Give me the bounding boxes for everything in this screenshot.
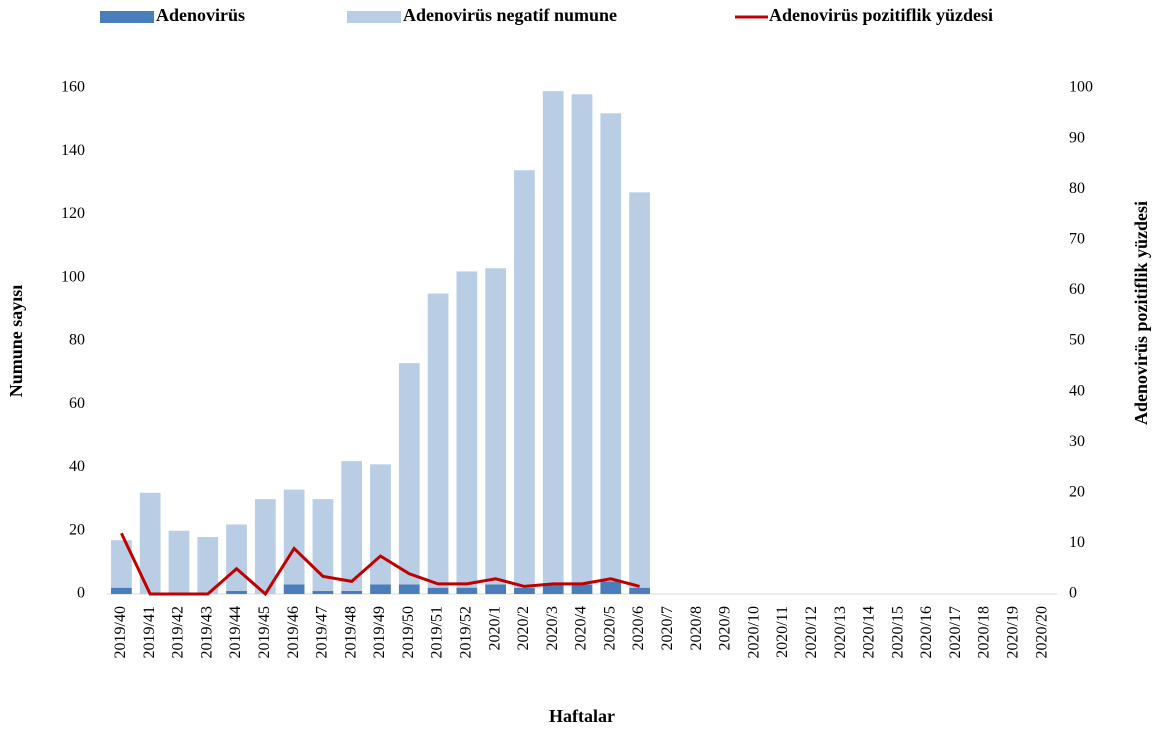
x-tick-label: 2020/9 xyxy=(717,606,734,650)
x-tick-label: 2020/5 xyxy=(601,606,618,650)
bar xyxy=(341,590,363,594)
y2-tick-label: 0 xyxy=(1069,585,1077,602)
x-tick-label: 2019/46 xyxy=(285,606,302,658)
x-tick-label: 2019/52 xyxy=(458,606,475,658)
bar xyxy=(427,293,449,588)
legend-label: Adenovirüs negatif numune xyxy=(403,5,617,25)
bar xyxy=(571,584,593,594)
bar xyxy=(514,170,535,588)
x-tick-label: 2020/11 xyxy=(774,606,791,658)
bar xyxy=(571,94,593,585)
x-tick-label: 2020/19 xyxy=(1004,606,1021,658)
x-tick-label: 2019/48 xyxy=(342,606,359,658)
x-tick-label: 2020/16 xyxy=(918,606,935,658)
x-tick-label: 2019/49 xyxy=(371,606,388,658)
bar xyxy=(254,499,276,594)
y2-tick-label: 80 xyxy=(1069,180,1085,197)
bar xyxy=(514,587,535,594)
x-tick-label: 2020/13 xyxy=(832,606,849,658)
legend-label: Adenovirüs pozitiflik yüzdesi xyxy=(769,5,993,25)
bar xyxy=(226,524,247,591)
y2-tick-label: 70 xyxy=(1069,230,1085,247)
y-tick-label: 0 xyxy=(77,585,85,602)
x-tick-label: 2020/14 xyxy=(861,606,878,658)
y-tick-label: 140 xyxy=(61,142,85,159)
bar xyxy=(600,581,622,594)
x-tick-label: 2020/3 xyxy=(544,606,561,650)
bar xyxy=(197,537,219,594)
x-tick-label: 2020/7 xyxy=(659,606,676,650)
bar xyxy=(370,584,391,594)
bar xyxy=(139,492,161,594)
y-tick-label: 100 xyxy=(61,268,85,285)
x-tick-label: 2019/50 xyxy=(400,606,417,658)
x-tick-label: 2019/47 xyxy=(314,606,331,658)
bar xyxy=(456,587,478,594)
bar xyxy=(341,461,363,591)
legend-label: Adenovirüs xyxy=(156,5,245,25)
bar xyxy=(600,113,622,582)
x-tick-label: 2020/12 xyxy=(803,606,820,658)
y-tick-label: 60 xyxy=(69,395,85,412)
y-tick-label: 120 xyxy=(61,205,85,222)
x-tick-label: 2019/40 xyxy=(112,606,129,658)
y2-tick-label: 40 xyxy=(1069,382,1085,399)
bar xyxy=(312,499,334,591)
bar xyxy=(629,587,650,594)
bar xyxy=(456,271,478,588)
x-tick-label: 2020/2 xyxy=(515,606,532,650)
bar xyxy=(398,363,420,585)
y-tick-label: 80 xyxy=(69,332,85,349)
y-axis-title: Numune sayısı xyxy=(6,285,26,398)
y2-tick-label: 100 xyxy=(1069,79,1093,96)
x-tick-label: 2020/8 xyxy=(688,606,705,650)
bar xyxy=(485,584,506,594)
bar xyxy=(427,587,449,594)
bar xyxy=(226,590,247,594)
y2-tick-label: 90 xyxy=(1069,129,1085,146)
x-tick-label: 2019/42 xyxy=(170,606,187,658)
x-tick-label: 2020/10 xyxy=(745,606,762,658)
x-tick-label: 2020/6 xyxy=(630,606,647,650)
y2-tick-label: 60 xyxy=(1069,281,1085,298)
x-tick-label: 2020/20 xyxy=(1033,606,1050,658)
y-tick-label: 40 xyxy=(69,458,85,475)
bar xyxy=(168,530,190,594)
bar xyxy=(398,584,420,594)
x-tick-label: 2019/41 xyxy=(141,606,158,658)
bar xyxy=(111,540,132,588)
bar xyxy=(283,584,305,594)
bar xyxy=(629,192,650,588)
bar xyxy=(370,464,391,585)
x-tick-label: 2020/4 xyxy=(573,606,590,650)
x-tick-label: 2019/44 xyxy=(227,606,244,658)
bar xyxy=(542,584,564,594)
x-tick-label: 2019/43 xyxy=(198,606,215,658)
x-tick-label: 2020/17 xyxy=(947,606,964,658)
y2-tick-label: 10 xyxy=(1069,534,1085,551)
y2-axis-title: Adenovirüs pozitiflik yüzdesi xyxy=(1131,201,1151,425)
y2-tick-label: 50 xyxy=(1069,332,1085,349)
y-tick-label: 20 xyxy=(69,521,85,538)
bar xyxy=(111,587,132,594)
bar xyxy=(312,590,334,594)
bar xyxy=(542,91,564,585)
y2-tick-label: 30 xyxy=(1069,433,1085,450)
line xyxy=(120,532,640,597)
x-tick-label: 2019/51 xyxy=(429,606,446,658)
x-tick-label: 2020/18 xyxy=(976,606,993,658)
bar xyxy=(485,268,506,585)
x-tick-label: 2020/15 xyxy=(889,606,906,658)
x-tick-label: 2019/45 xyxy=(256,606,273,658)
y2-tick-label: 20 xyxy=(1069,483,1085,500)
legend-swatch xyxy=(100,11,154,23)
x-tick-label: 2020/1 xyxy=(486,606,503,650)
bar xyxy=(283,489,305,585)
y-tick-label: 160 xyxy=(61,79,85,96)
x-axis-title: Haftalar xyxy=(549,706,615,726)
legend-swatch xyxy=(347,11,401,23)
